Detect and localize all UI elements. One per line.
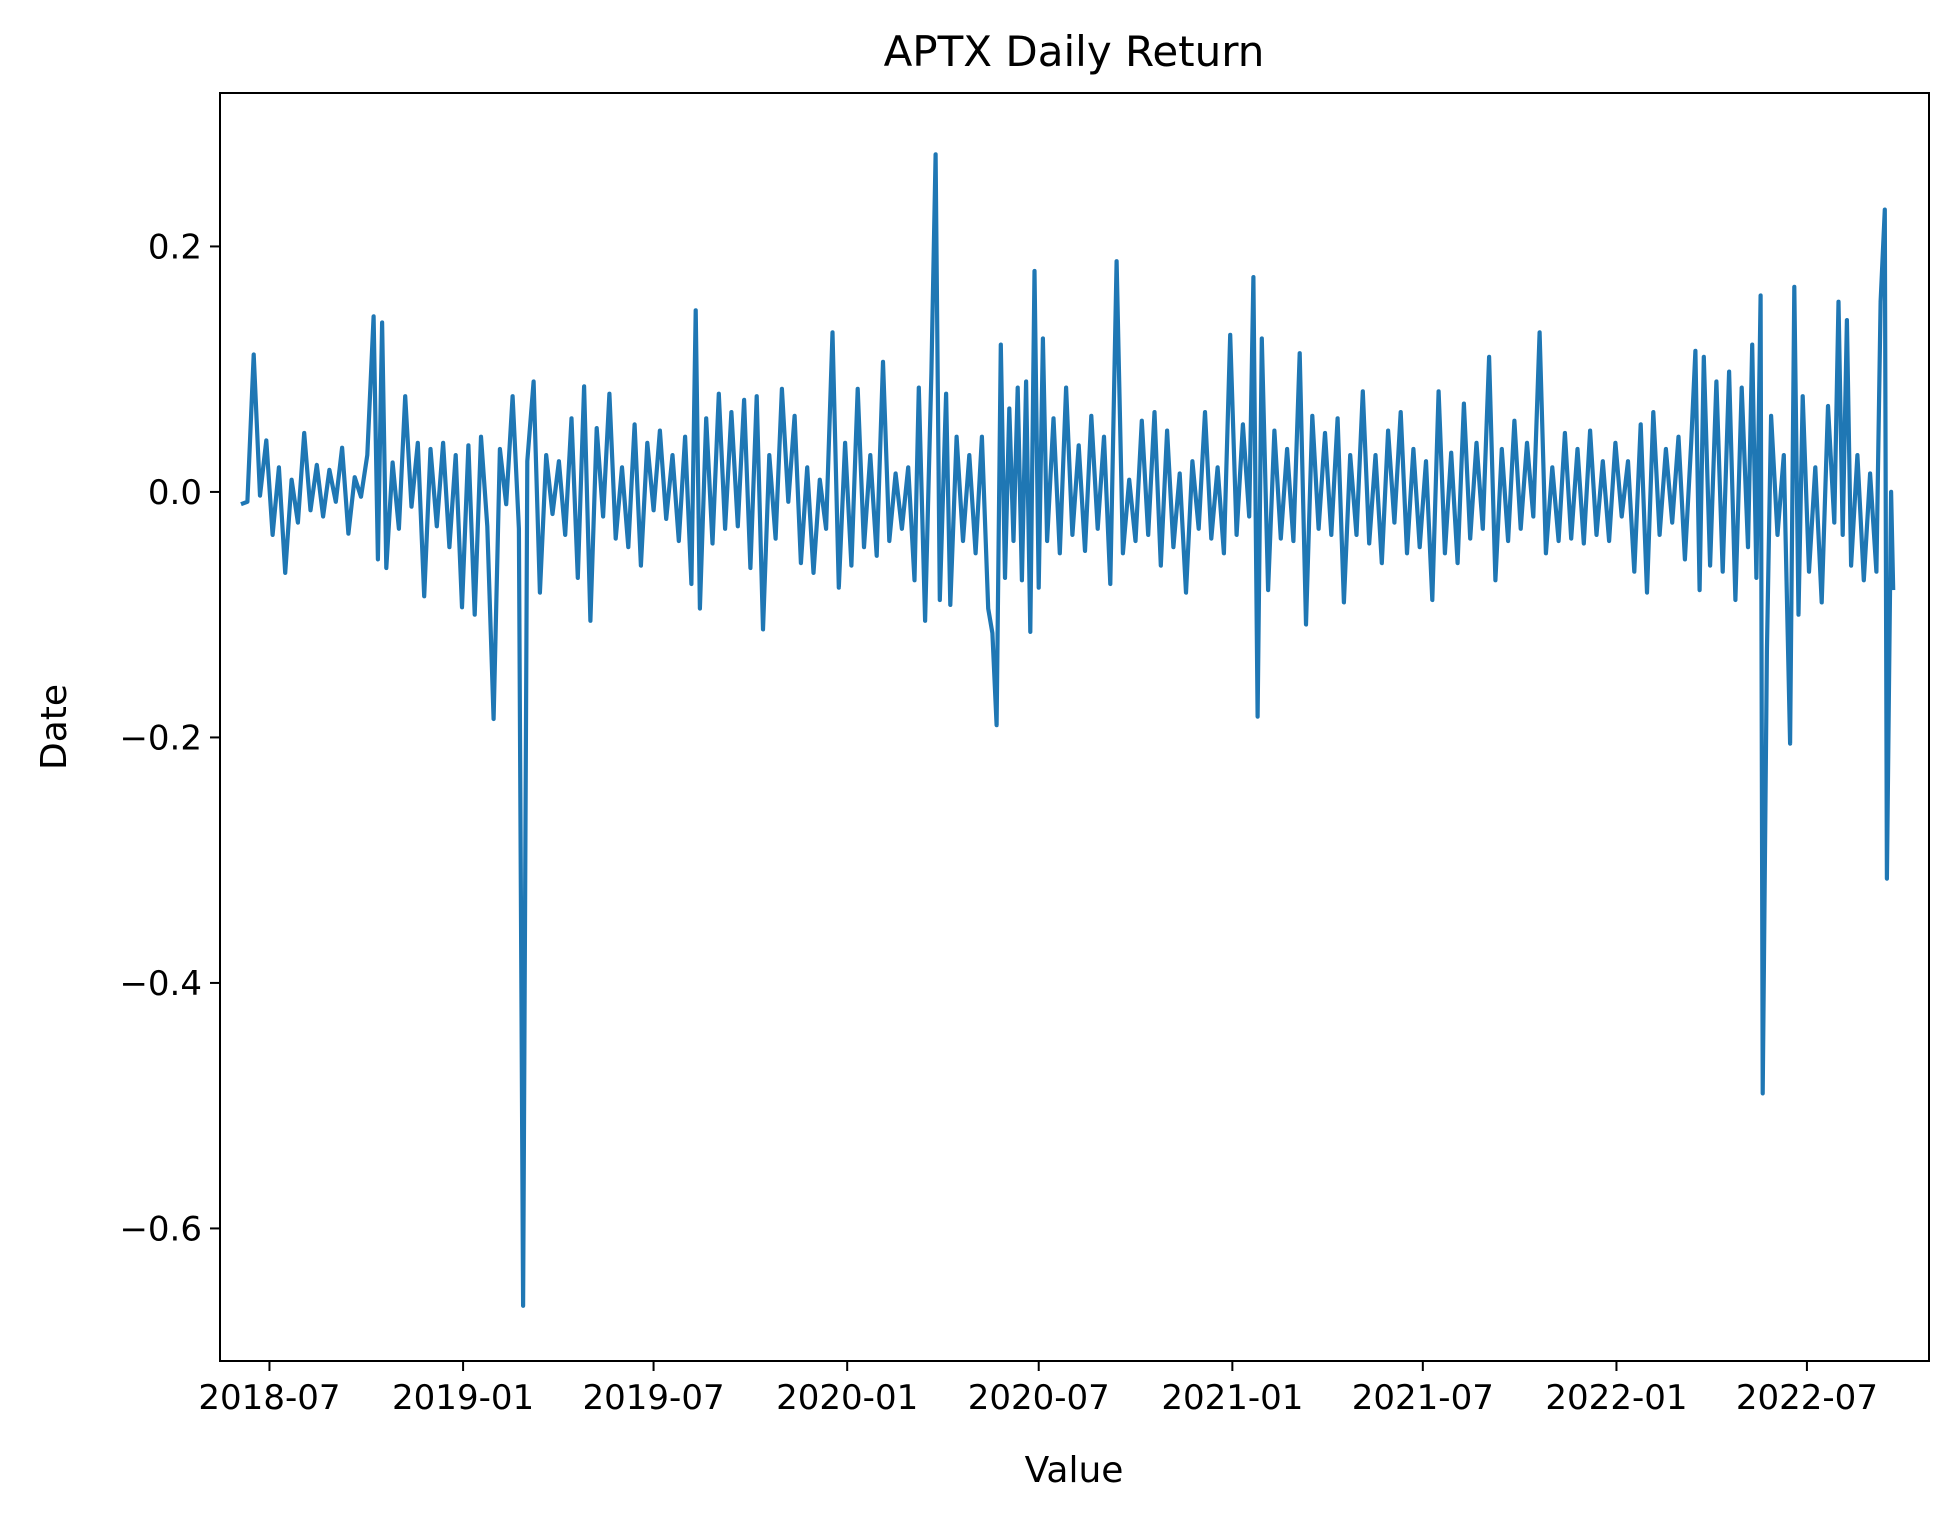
y-axis-label: Date — [34, 684, 75, 770]
x-tick-label: 2021-07 — [1352, 1378, 1494, 1418]
x-axis: 2018-07 2019-01 2019-07 2020-01 2020-07 2021-… — [198, 1361, 1878, 1418]
x-axis-label: Value — [1025, 1450, 1124, 1491]
series-line — [240, 152, 1896, 1308]
x-tick-label: 2020-01 — [776, 1378, 918, 1418]
x-tick-label: 2022-01 — [1545, 1378, 1687, 1418]
x-tick-label: 2022-07 — [1736, 1378, 1878, 1418]
y-tick-label: 0.2 — [148, 227, 202, 267]
y-tick-label: −0.6 — [119, 1209, 202, 1249]
y-axis: 0.2 0.0 −0.2 −0.4 −0.6 — [119, 227, 220, 1249]
x-tick-label: 2019-01 — [392, 1378, 534, 1418]
chart-title: APTX Daily Return — [884, 27, 1265, 76]
y-tick-label: −0.2 — [119, 718, 202, 758]
x-tick-label: 2019-07 — [583, 1378, 725, 1418]
y-tick-label: −0.4 — [119, 964, 202, 1004]
plot-area — [240, 152, 1896, 1308]
y-tick-label: 0.0 — [148, 473, 202, 513]
axes-frame — [219, 92, 1930, 1362]
x-tick-label: 2021-01 — [1161, 1378, 1303, 1418]
x-tick-label: 2018-07 — [198, 1378, 340, 1418]
x-tick-label: 2020-07 — [968, 1378, 1110, 1418]
